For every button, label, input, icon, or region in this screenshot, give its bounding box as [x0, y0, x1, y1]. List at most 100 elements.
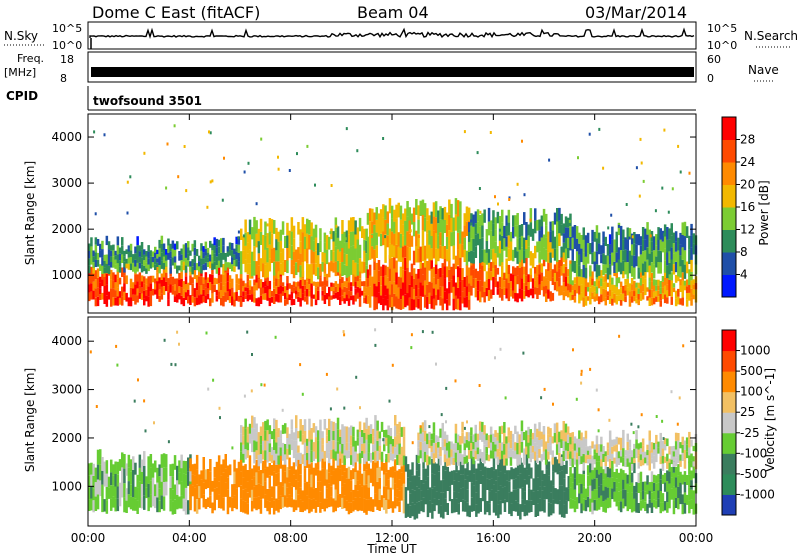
power-cell — [525, 240, 528, 249]
velocity-cell — [94, 467, 98, 483]
power-cell — [580, 248, 583, 263]
power-cell — [237, 261, 241, 270]
power-cell — [417, 269, 420, 279]
velocity-cell — [325, 443, 329, 451]
power-cell — [173, 278, 177, 285]
power-cell — [384, 275, 387, 286]
power-cell — [600, 278, 603, 287]
power-cell — [112, 244, 115, 251]
velocity-cell — [242, 489, 245, 501]
velocity-cell — [525, 438, 528, 447]
velocity-cell — [378, 500, 381, 511]
velocity-cell — [608, 477, 612, 488]
velocity-cell — [668, 458, 671, 463]
velocity-cell — [277, 499, 280, 513]
velocity-cell — [655, 483, 658, 492]
velocity-cell — [189, 484, 192, 498]
velocity-cell — [160, 495, 164, 510]
velocity-cell — [479, 456, 482, 470]
velocity-cell — [286, 438, 289, 449]
power-cell — [415, 230, 418, 247]
power-cell — [277, 261, 280, 272]
velocity-cell — [516, 454, 519, 466]
power-cell — [94, 259, 98, 267]
velocity-cell — [303, 442, 307, 455]
velocity-cell — [536, 490, 540, 504]
power-cell — [461, 244, 464, 258]
velocity-cell — [628, 485, 632, 498]
velocity-cell — [578, 439, 581, 448]
velocity-cell — [477, 476, 480, 489]
power-cell — [220, 245, 223, 253]
velocity-cell — [215, 474, 219, 488]
velocity-colorbar-swatch — [722, 330, 736, 352]
velocity-cell — [641, 438, 645, 446]
velocity-cell — [134, 486, 137, 499]
power-cell — [545, 293, 548, 302]
velocity-sparse-echo — [251, 353, 253, 356]
velocity-cell — [268, 434, 272, 444]
power-cell — [683, 250, 687, 265]
velocity-cell — [341, 453, 344, 464]
power-sparse-echo — [508, 198, 511, 201]
power-cell — [270, 233, 274, 249]
power-cell — [593, 286, 596, 292]
power-cell — [273, 273, 276, 282]
power-cell — [366, 248, 370, 261]
velocity-sparse-echo — [325, 372, 328, 376]
velocity-cell — [556, 459, 559, 475]
power-cell — [180, 265, 183, 272]
velocity-cell — [476, 454, 480, 461]
power-cell — [277, 286, 280, 295]
velocity-cell — [511, 442, 515, 451]
power-cell — [127, 251, 131, 258]
power-cell — [525, 249, 528, 258]
velocity-cell — [563, 504, 566, 518]
velocity-cell — [279, 482, 282, 496]
power-cell — [529, 208, 533, 223]
power-cell — [151, 256, 155, 263]
velocity-cell — [202, 482, 205, 495]
velocity-cell — [380, 421, 384, 432]
power-cell — [325, 249, 329, 265]
power-cell — [101, 257, 104, 266]
velocity-cell — [641, 458, 645, 466]
velocity-cell — [437, 436, 440, 442]
power-cell — [365, 228, 368, 241]
power-cell — [397, 287, 400, 299]
velocity-cell — [450, 470, 454, 485]
velocity-cell — [474, 450, 477, 460]
velocity-cell — [275, 498, 278, 511]
power-sparse-echo — [677, 144, 680, 148]
velocity-sparse-echo — [580, 381, 583, 385]
power-cell — [415, 199, 418, 215]
power-cell — [692, 279, 695, 285]
velocity-cell — [573, 467, 577, 479]
power-cell — [217, 260, 221, 268]
power-cell — [479, 251, 482, 263]
power-cell — [622, 270, 625, 279]
power-cell — [439, 245, 442, 259]
power-cell — [134, 246, 137, 254]
velocity-cell — [400, 486, 403, 501]
velocity-sparse-echo — [178, 342, 180, 346]
power-cell — [116, 278, 120, 288]
power-cell — [180, 248, 183, 255]
power-cell — [290, 298, 294, 306]
power-cell — [257, 265, 261, 278]
power-cell — [116, 254, 120, 264]
velocity-cell — [391, 466, 395, 478]
velocity-heatmap — [88, 328, 698, 520]
power-cell — [445, 288, 449, 300]
cpid-value: twofsound 3501 — [93, 94, 202, 108]
velocity-cell — [259, 470, 263, 485]
power-cell — [633, 255, 636, 268]
power-cell — [288, 244, 291, 259]
power-cell — [485, 287, 489, 297]
velocity-cell — [213, 477, 216, 489]
velocity-cell — [240, 425, 243, 434]
velocity-cell — [488, 491, 491, 504]
velocity-cell — [593, 489, 596, 500]
velocity-cell — [424, 480, 427, 493]
power-cell — [118, 277, 122, 285]
